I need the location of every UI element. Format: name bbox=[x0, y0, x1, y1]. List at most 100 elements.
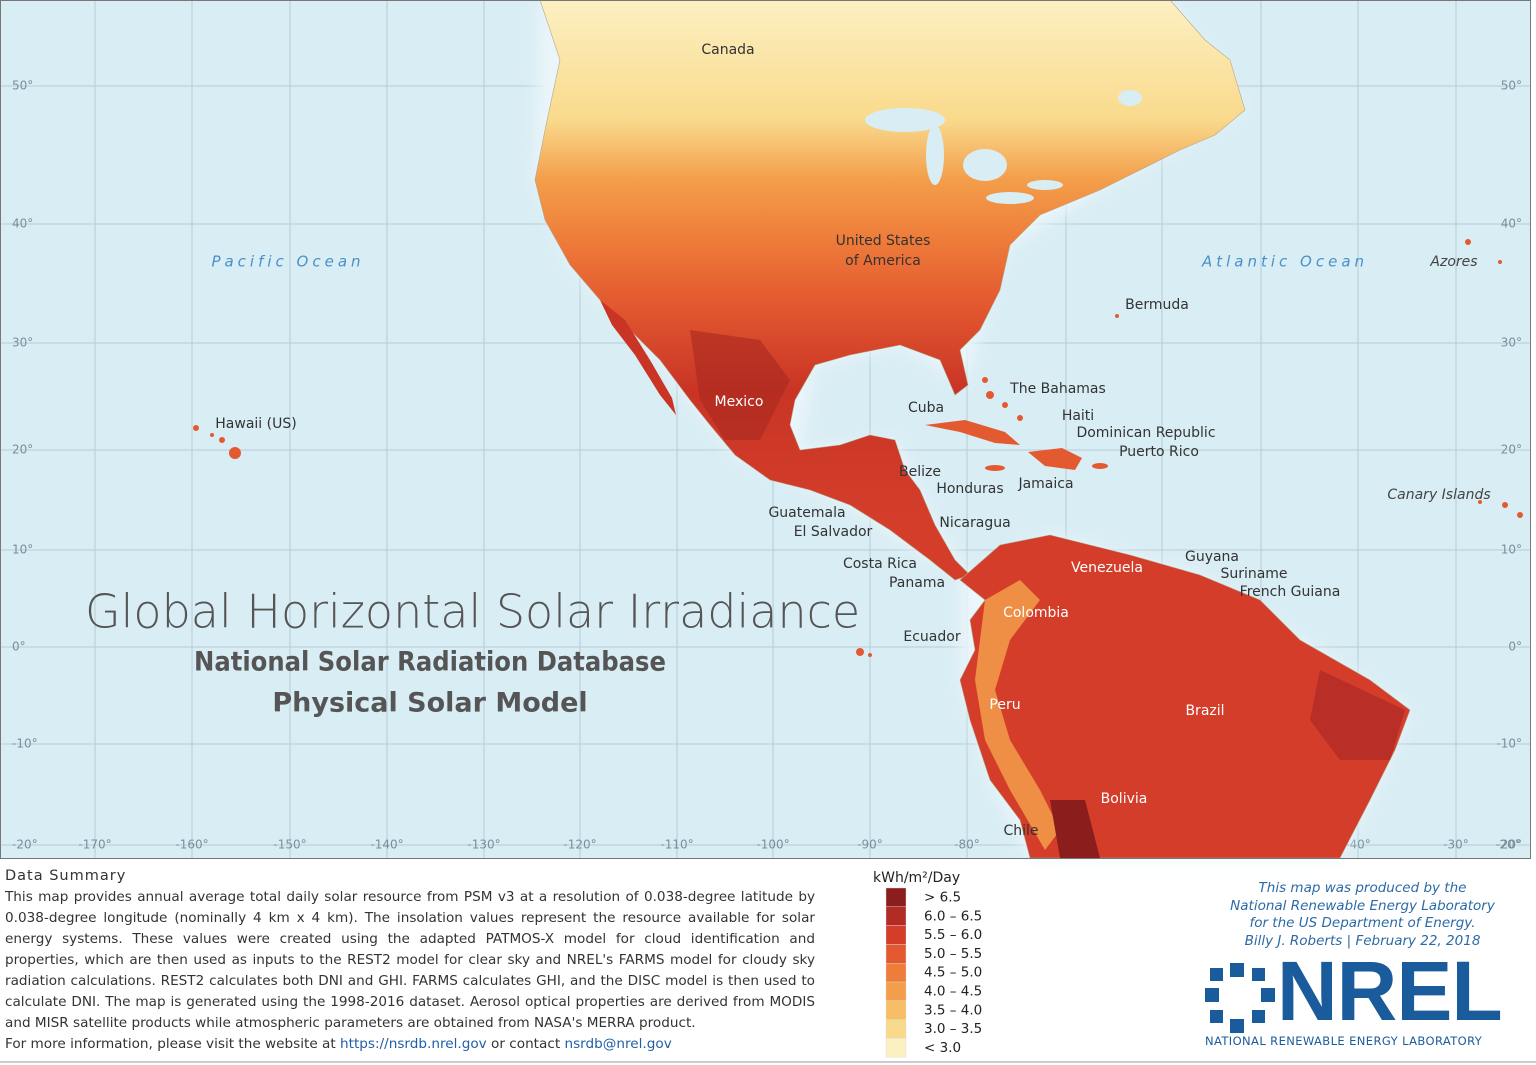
latitude-label: 40° bbox=[12, 217, 33, 231]
latitude-label: 20° bbox=[12, 443, 33, 457]
north-america bbox=[534, 0, 1246, 581]
legend-swatch bbox=[885, 1019, 907, 1039]
place-label: Costa Rica bbox=[843, 556, 917, 572]
latitude-label: 50° bbox=[1501, 79, 1522, 93]
credit-line: This map was produced by the bbox=[1258, 880, 1467, 896]
legend-label: > 6.5 bbox=[924, 890, 961, 906]
legend: > 6.5 6.0 – 6.5 5.5 – 6.0 5.0 – 5.5 4.5 – 5.… bbox=[885, 887, 982, 1058]
longitude-label: -150° bbox=[273, 838, 306, 852]
place-label: Venezuela bbox=[1071, 560, 1143, 576]
place-label: Panama bbox=[889, 575, 945, 591]
place-label: Ecuador bbox=[903, 629, 960, 645]
place-label: Haiti bbox=[1062, 408, 1094, 424]
data-summary: Data Summary This map provides annual av… bbox=[5, 866, 815, 1055]
place-label: Guatemala bbox=[768, 505, 845, 521]
map-labels: Canada United States of America Pacific Oce… bbox=[211, 42, 1490, 839]
longitude-label: -130° bbox=[467, 838, 500, 852]
place-label: Hawaii (US) bbox=[215, 416, 296, 432]
map-title: Global Horizontal Solar Irradiance bbox=[85, 585, 860, 639]
latitude-label: 30° bbox=[1501, 336, 1522, 350]
legend-swatch bbox=[885, 1038, 907, 1058]
longitude-label: -160° bbox=[175, 838, 208, 852]
latitude-label: -20° bbox=[12, 838, 38, 852]
email-link[interactable]: nsrdb@nrel.gov bbox=[564, 1036, 672, 1052]
place-label: Jamaica bbox=[1017, 476, 1073, 492]
map-subtitle: Physical Solar Model bbox=[272, 688, 587, 719]
latitude-label: 10° bbox=[12, 543, 33, 557]
summary-text: This map provides annual average total d… bbox=[5, 889, 815, 1031]
more-info: For more information, please visit the w… bbox=[5, 1034, 815, 1055]
place-label: Cuba bbox=[908, 400, 944, 416]
great-lakes bbox=[865, 90, 1142, 204]
place-label: Chile bbox=[1003, 823, 1038, 839]
south-america bbox=[959, 534, 1411, 859]
place-label: Canary Islands bbox=[1387, 487, 1490, 503]
longitude-label: -100° bbox=[756, 838, 789, 852]
logo-icon bbox=[1205, 963, 1275, 1033]
place-label: The Bahamas bbox=[1009, 381, 1106, 397]
mexico-core bbox=[690, 330, 790, 440]
place-label: of America bbox=[845, 253, 921, 269]
more-info-text: For more information, please visit the w… bbox=[5, 1036, 336, 1052]
place-label: Mexico bbox=[715, 394, 764, 410]
place-label: Bolivia bbox=[1101, 791, 1148, 807]
north-east-brazil bbox=[1310, 670, 1405, 760]
place-label: Pacific Ocean bbox=[211, 253, 364, 271]
legend-label: 6.0 – 6.5 bbox=[924, 908, 982, 924]
latitude-label: 40° bbox=[1501, 217, 1522, 231]
logo-word: NREL bbox=[1277, 944, 1503, 1038]
longitude-label: -30° bbox=[1443, 838, 1469, 852]
latitude-label: 10° bbox=[1501, 543, 1522, 557]
longitude-label: -110° bbox=[660, 838, 693, 852]
website-link[interactable]: https://nsrdb.nrel.gov bbox=[340, 1036, 487, 1052]
place-label: Suriname bbox=[1220, 566, 1287, 582]
place-label: Honduras bbox=[936, 481, 1003, 497]
place-label: Nicaragua bbox=[939, 515, 1010, 531]
legend-label: 5.5 – 6.0 bbox=[924, 927, 982, 943]
atacama bbox=[1050, 800, 1100, 858]
place-label: Colombia bbox=[1003, 605, 1069, 621]
place-label: United States bbox=[836, 233, 931, 249]
place-label: Atlantic Ocean bbox=[1201, 253, 1368, 271]
latitude-label: 20° bbox=[1501, 443, 1522, 457]
latitude-label: 50° bbox=[12, 79, 33, 93]
longitude-label: -90° bbox=[857, 838, 883, 852]
latitude-label: -20° bbox=[1496, 838, 1522, 852]
legend-label: 3.5 – 4.0 bbox=[924, 1002, 982, 1018]
place-label: Peru bbox=[989, 697, 1020, 713]
longitude-label: -170° bbox=[78, 838, 111, 852]
credit-line: Billy J. Roberts | February 22, 2018 bbox=[1244, 932, 1481, 949]
legend-swatch bbox=[885, 1000, 907, 1020]
legend-label: 3.0 – 3.5 bbox=[924, 1021, 982, 1037]
place-label: Belize bbox=[899, 464, 941, 480]
legend-swatch bbox=[885, 906, 907, 926]
longitude-label: -120° bbox=[563, 838, 596, 852]
credit: This map was produced by the National Re… bbox=[1210, 880, 1515, 950]
logo-tagline: NATIONAL RENEWABLE ENERGY LABORATORY bbox=[1205, 1034, 1483, 1048]
legend-swatch bbox=[885, 925, 907, 945]
legend-label: 5.0 – 5.5 bbox=[924, 946, 982, 962]
legend-label: 4.5 – 5.0 bbox=[924, 965, 982, 981]
credit-line: for the US Department of Energy. bbox=[1249, 915, 1476, 931]
latitude-label: -10° bbox=[12, 737, 38, 751]
andes bbox=[975, 580, 1060, 850]
place-label: French Guiana bbox=[1240, 584, 1341, 600]
place-label: Guyana bbox=[1185, 549, 1239, 565]
legend-swatch bbox=[885, 887, 907, 907]
place-label: Bermuda bbox=[1125, 297, 1189, 313]
baja bbox=[600, 300, 676, 415]
summary-heading: Data Summary bbox=[5, 868, 127, 884]
contact-text: or contact bbox=[491, 1036, 561, 1052]
longitude-label: -140° bbox=[370, 838, 403, 852]
latitude-label: -10° bbox=[1496, 737, 1522, 751]
longitude-label: -80° bbox=[954, 838, 980, 852]
latitude-label: 0° bbox=[12, 640, 26, 654]
longitude-label: -40° bbox=[1345, 838, 1371, 852]
latitude-label: 0° bbox=[1508, 640, 1522, 654]
place-label: Canada bbox=[701, 42, 754, 58]
map-frame bbox=[0, 0, 1531, 859]
place-label: Dominican Republic bbox=[1076, 425, 1215, 441]
latitude-label: 30° bbox=[12, 336, 33, 350]
place-label: Brazil bbox=[1185, 703, 1224, 719]
